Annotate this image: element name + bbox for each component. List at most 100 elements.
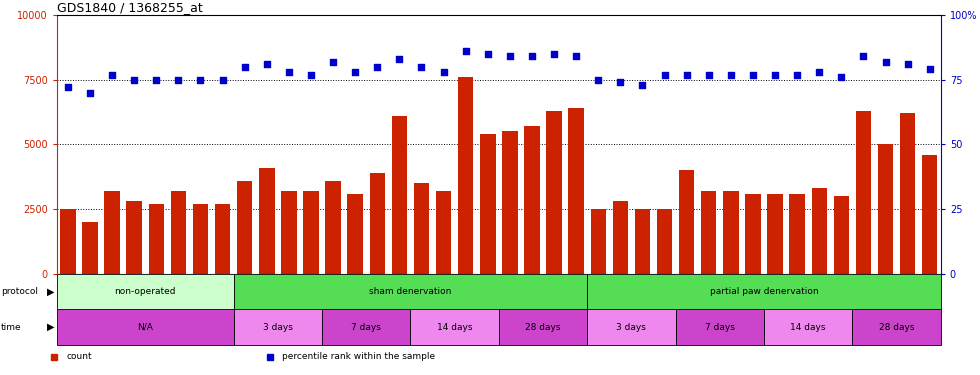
Bar	[612, 201, 628, 274]
Bar	[259, 168, 274, 274]
Text: 14 days: 14 days	[791, 322, 826, 332]
Bar	[900, 113, 915, 274]
Bar	[149, 204, 164, 274]
Bar	[171, 191, 186, 274]
Text: 28 days: 28 days	[879, 322, 914, 332]
Point	[701, 72, 716, 78]
Bar	[635, 209, 650, 274]
Point	[82, 90, 98, 96]
Point	[635, 82, 651, 88]
Bar	[856, 111, 871, 274]
Bar	[281, 191, 297, 274]
Bar	[303, 191, 318, 274]
Point	[60, 84, 75, 90]
Bar	[436, 191, 452, 274]
Text: ▶: ▶	[47, 286, 55, 297]
Point	[745, 72, 760, 78]
Point	[458, 48, 473, 54]
Point	[900, 61, 915, 67]
Text: ▶: ▶	[47, 322, 55, 332]
Bar	[524, 126, 540, 274]
Bar	[834, 196, 849, 274]
Point	[193, 77, 209, 83]
Text: time: time	[1, 322, 22, 332]
Bar	[57, 274, 233, 309]
Point	[856, 53, 871, 59]
Point	[369, 64, 385, 70]
Point	[347, 69, 363, 75]
Point	[789, 72, 805, 78]
Bar	[675, 309, 764, 345]
Bar	[237, 181, 253, 274]
Bar	[480, 134, 496, 274]
Point	[723, 72, 739, 78]
Text: non-operated: non-operated	[115, 287, 176, 296]
Bar	[414, 183, 429, 274]
Point	[922, 66, 938, 72]
Bar	[215, 204, 230, 274]
Bar	[878, 144, 894, 274]
Bar	[745, 194, 760, 274]
Point	[281, 69, 297, 75]
Bar	[499, 309, 587, 345]
Point	[834, 74, 850, 80]
Text: 7 days: 7 days	[705, 322, 735, 332]
Point	[612, 79, 628, 85]
Point	[392, 56, 408, 62]
Text: N/A: N/A	[137, 322, 153, 332]
Point	[590, 77, 606, 83]
Bar	[502, 132, 517, 274]
Text: 14 days: 14 days	[437, 322, 472, 332]
Point	[171, 77, 186, 83]
Text: protocol: protocol	[1, 287, 38, 296]
Text: 7 days: 7 days	[351, 322, 381, 332]
Text: count: count	[67, 352, 92, 361]
Point	[679, 72, 695, 78]
Point	[215, 77, 230, 83]
Bar	[587, 274, 941, 309]
Point	[480, 51, 496, 57]
Bar	[104, 191, 120, 274]
Bar	[392, 116, 407, 274]
Bar	[82, 222, 98, 274]
Point	[878, 58, 894, 64]
Bar	[193, 204, 208, 274]
Bar	[811, 188, 827, 274]
Text: partial paw denervation: partial paw denervation	[710, 287, 818, 296]
Bar	[657, 209, 672, 274]
Bar	[591, 209, 606, 274]
Bar	[57, 309, 233, 345]
Point	[436, 69, 452, 75]
Point	[303, 72, 318, 78]
Bar	[60, 209, 75, 274]
Bar	[325, 181, 341, 274]
Point	[568, 53, 584, 59]
Bar	[322, 309, 411, 345]
Bar	[764, 309, 853, 345]
Point	[502, 53, 517, 59]
Point	[148, 77, 164, 83]
Point	[237, 64, 253, 70]
Point	[104, 72, 120, 78]
Text: GDS1840 / 1368255_at: GDS1840 / 1368255_at	[57, 1, 203, 14]
Bar	[411, 309, 499, 345]
Text: 28 days: 28 days	[525, 322, 561, 332]
Bar	[723, 191, 739, 274]
Bar	[233, 309, 322, 345]
Point	[414, 64, 429, 70]
Point	[325, 58, 341, 64]
Text: 3 days: 3 days	[616, 322, 647, 332]
Bar	[701, 191, 716, 274]
Point	[126, 77, 142, 83]
Text: sham denervation: sham denervation	[369, 287, 452, 296]
Point	[546, 51, 562, 57]
Bar	[126, 201, 142, 274]
Bar	[369, 173, 385, 274]
Bar	[790, 194, 805, 274]
Point	[657, 72, 672, 78]
Text: percentile rank within the sample: percentile rank within the sample	[282, 352, 435, 361]
Bar	[568, 108, 584, 274]
Point	[767, 72, 783, 78]
Bar	[546, 111, 562, 274]
Point	[524, 53, 540, 59]
